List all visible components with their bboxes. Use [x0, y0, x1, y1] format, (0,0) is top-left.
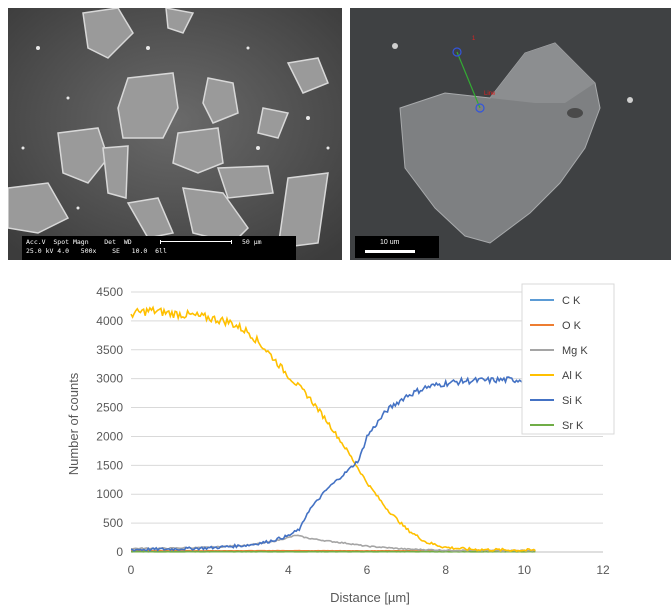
y-tick-label: 2000 [96, 429, 123, 443]
sem-detail-scale-bar [365, 250, 415, 253]
sem-scale-bar [160, 240, 232, 244]
sem-detail-scalebox: 10 um [355, 236, 439, 258]
legend-label: C K [562, 295, 581, 307]
sem-image-detail: 1 Line 10 um [350, 8, 671, 260]
legend-label: Al K [562, 370, 583, 382]
legend-box [521, 283, 615, 435]
x-tick-label: 10 [518, 563, 532, 577]
sem-info-line-1: Acc.V Spot Magn Det WD [26, 238, 132, 246]
sem-scale-label: 50 µm [242, 238, 262, 246]
sem-detail-picture: 1 Line [350, 8, 671, 260]
chart-legend: C K O K Mg K Al K Si K Sr K [521, 283, 615, 435]
series-al-k [130, 305, 536, 553]
legend-label: Sr K [562, 420, 584, 432]
y-tick-label: 3500 [96, 343, 123, 357]
y-tick-label: 1500 [96, 458, 123, 472]
y-tick-label: 500 [103, 516, 123, 530]
y-tick-label: 4500 [96, 285, 123, 299]
sem-detail-scale-label: 10 um [380, 239, 400, 246]
x-tick-label: 0 [128, 563, 135, 577]
point1-label: 1 [472, 36, 476, 42]
chart-series [130, 305, 537, 553]
x-tick-label: 2 [206, 563, 213, 577]
scan-start-marker [452, 47, 462, 57]
series-si-k [130, 375, 537, 552]
y-tick-label: 3000 [96, 372, 123, 386]
sem-info-bar: Acc.V Spot Magn Det WD 25.0 kV 4.0 500x … [22, 236, 296, 260]
y-tick-label: 4000 [96, 314, 123, 328]
scan-end-marker [475, 103, 485, 113]
line-scan-chart: 0 500 1000 1500 2000 2500 3000 3500 4000 4500 0 2 4 6… [66, 283, 615, 605]
legend-label: Mg K [562, 345, 588, 357]
y-tick-label: 1000 [96, 487, 123, 501]
sem-overview-picture [8, 8, 342, 260]
x-axis-title: Distance [µm] [330, 590, 410, 605]
x-tick-label: 8 [442, 563, 449, 577]
x-tick-label: 12 [596, 563, 610, 577]
x-tick-label: 4 [285, 563, 292, 577]
y-tick-label: 0 [116, 545, 123, 559]
y-axis-title: Number of counts [66, 372, 81, 475]
y-tick-label: 2500 [96, 401, 123, 415]
sem-info-line-2: 25.0 kV 4.0 500x SE 10.0 6ll [26, 247, 167, 255]
sem-image-overview: Acc.V Spot Magn Det WD 25.0 kV 4.0 500x … [8, 8, 342, 260]
x-tick-label: 6 [364, 563, 371, 577]
line-scan-path [456, 51, 481, 109]
legend-label: Si K [562, 395, 583, 407]
legend-label: O K [562, 320, 582, 332]
line-label: Line [484, 91, 496, 97]
